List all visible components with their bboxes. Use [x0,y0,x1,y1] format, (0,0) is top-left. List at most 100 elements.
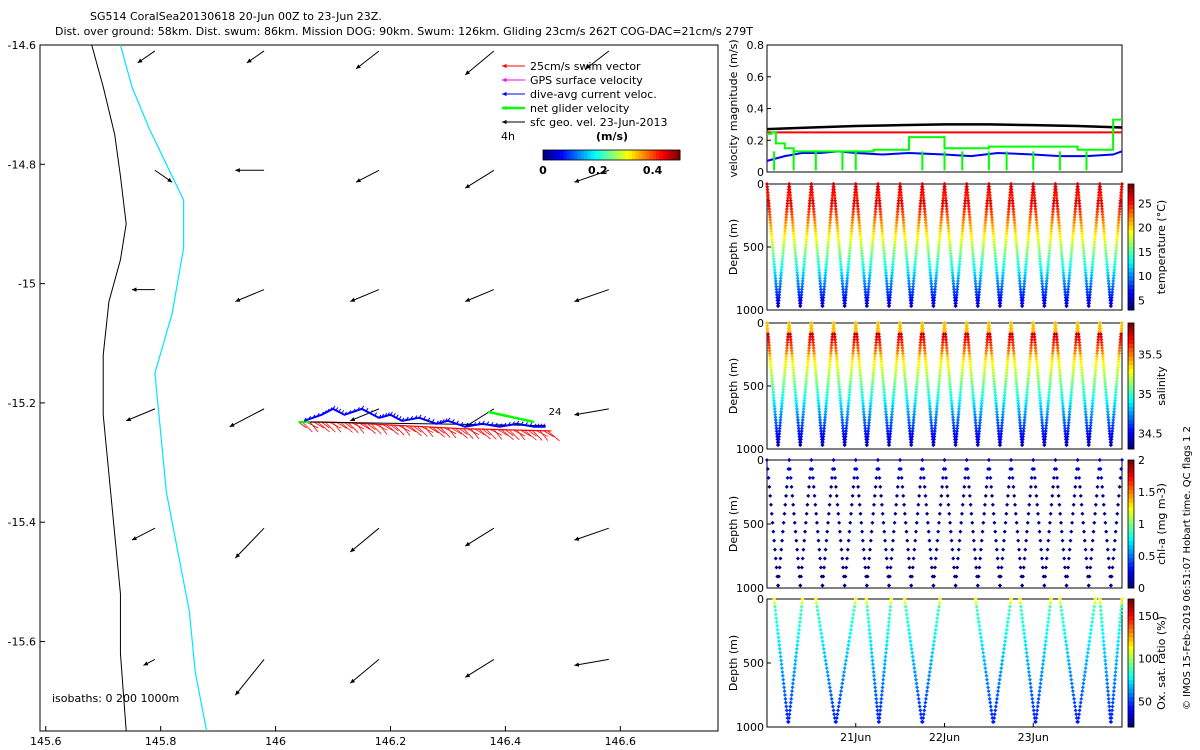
temperature-point [848,237,853,242]
salinity-point [1085,431,1090,436]
dac-vector [444,418,448,422]
swim-vector [436,427,445,434]
salinity-point [836,370,841,375]
oxygen-point [848,631,853,636]
chla-point [768,493,773,498]
temperature-point [816,256,821,261]
salinity-point [796,420,801,425]
temperature-point [1116,220,1121,225]
oxygen-point [1109,716,1114,721]
temperature-point [849,231,854,236]
chla-point [793,529,798,534]
chla-point [983,493,988,498]
salinity-point [994,404,999,409]
salinity-point [889,418,894,423]
salinity-point [977,429,982,434]
temperature-point [996,290,1001,295]
colorbar-cell [560,150,565,160]
temperature-point [837,242,842,247]
temperature-point [834,218,839,223]
temperature-point [1085,292,1090,297]
salinity-point [1002,398,1007,403]
salinity-point [1051,337,1056,342]
temperature-point [772,270,777,275]
temperature-point [1017,279,1022,284]
salinity-colorbar-cell [1128,390,1134,395]
temperature-point [830,195,835,200]
oxygen-point [871,669,876,674]
temperature-point [929,281,934,286]
temperature-point [890,267,895,272]
salinity-point [1053,323,1058,328]
salinity-point [1044,418,1049,423]
salinity-point [813,362,818,367]
salinity-point [842,442,847,447]
temperature-point [815,248,820,253]
salinity-point [1067,409,1072,414]
sfc-vector-head [574,662,580,667]
oxygen-point [874,700,879,705]
salinity-point [950,412,955,417]
oxygen-point [1101,635,1106,640]
salinity-point [843,440,848,445]
chla-point [932,565,937,570]
temperature-point [972,267,977,272]
salinity-point [779,404,784,409]
swim-vector [382,424,394,431]
temperature-point [1068,259,1073,264]
chla-point [887,583,892,588]
chla-point [1100,493,1105,498]
salinity-colorbar-cell [1128,411,1134,416]
salinity-point [812,354,817,359]
salinity-point [1048,373,1053,378]
salinity-point [1103,379,1108,384]
salinity-point [900,343,905,348]
temperature-point [1060,265,1065,270]
temperature-point [940,201,945,206]
oxygen-point [886,627,891,632]
temperature-point [1046,262,1051,267]
oxygen-point [908,639,913,644]
temperature-point [839,270,844,275]
temperature-point [1042,303,1047,308]
salinity-point [1037,387,1042,392]
temperature-point [1031,182,1036,186]
salinity-point [969,373,974,378]
salinity-point [977,423,982,428]
temperature-point [940,209,945,214]
temperature-point [1001,265,1006,270]
oxygen-colorbar-cell [1128,705,1134,711]
salinity-point [928,409,933,414]
salinity-point [925,381,930,386]
salinity-point [839,406,844,411]
temperature-point [920,184,925,189]
salinity-point [987,326,992,331]
oxygen-point [836,708,841,713]
oxygen-point [1073,704,1078,709]
salinity-point [871,373,876,378]
temperature-point [942,184,947,189]
salinity-point [851,348,856,353]
sfc-vector-head [143,661,149,666]
temperature-point [900,212,905,217]
salinity-point [1119,332,1124,337]
oxygen-point [925,685,930,690]
oxygen-point [1114,658,1119,663]
temperature-colorbar-cell [1128,289,1134,294]
salinity-point [811,345,816,350]
temperature-point [881,240,886,245]
oxygen-point [1089,627,1094,632]
salinity-point [914,390,919,395]
salinity-point [1007,334,1012,339]
salinity-point [826,381,831,386]
chla-colorbar-cell [1128,549,1134,555]
sfc-vector-head [350,297,356,302]
oxygen-colorbar-cell [1128,616,1134,621]
salinity-point [989,345,994,350]
salinity-point [890,406,895,411]
salinity-point [1089,415,1094,420]
temperature-y-tick-label: 500 [743,241,764,254]
salinity-point [798,442,803,447]
salinity-point [900,348,905,353]
temperature-point [789,204,794,209]
